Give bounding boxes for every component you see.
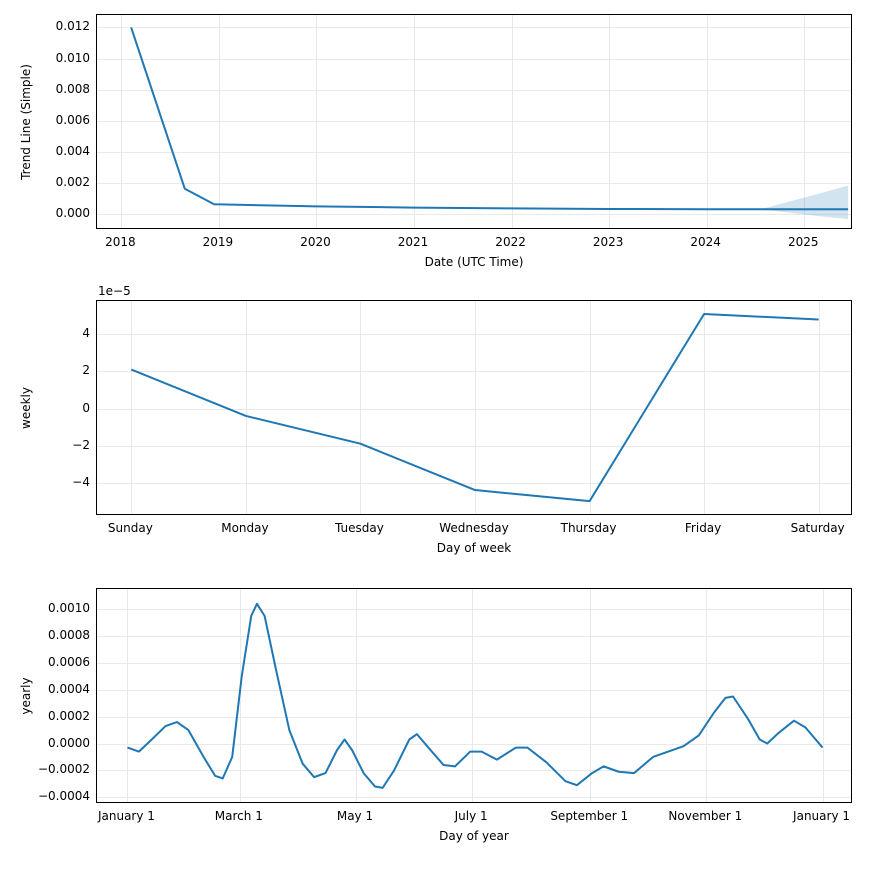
grid-line: [97, 744, 851, 745]
figure: Trend Line (Simple) Date (UTC Time) week…: [0, 0, 878, 889]
x-tick-label: 2018: [105, 235, 136, 249]
trend-xlabel: Date (UTC Time): [425, 255, 524, 269]
x-tick-label: March 1: [215, 809, 263, 823]
y-tick-label: 0.006: [56, 113, 90, 127]
y-tick-label: 0.0002: [48, 709, 90, 723]
grid-line: [97, 663, 851, 664]
grid-line: [97, 636, 851, 637]
yearly-series-line: [127, 604, 822, 788]
yearly-ylabel: yearly: [19, 677, 33, 714]
yearly-chart: [96, 588, 852, 803]
y-tick-label: 0: [82, 401, 90, 415]
x-tick-label: Saturday: [791, 521, 845, 535]
y-tick-label: 0.010: [56, 51, 90, 65]
x-tick-label: Sunday: [108, 521, 153, 535]
yearly-xlabel: Day of year: [439, 829, 509, 843]
y-tick-label: 0.002: [56, 175, 90, 189]
x-tick-label: 2023: [593, 235, 624, 249]
x-tick-label: 2019: [203, 235, 234, 249]
yearly-plot: [97, 589, 853, 804]
x-tick-label: 2025: [788, 235, 819, 249]
grid-line: [97, 609, 851, 610]
grid-line: [97, 690, 851, 691]
y-tick-label: −4: [72, 475, 90, 489]
y-tick-label: 0.000: [56, 206, 90, 220]
x-tick-label: January 1: [98, 809, 155, 823]
x-tick-label: Wednesday: [439, 521, 508, 535]
x-tick-label: Friday: [685, 521, 721, 535]
y-tick-label: −2: [72, 438, 90, 452]
x-tick-label: 2024: [690, 235, 721, 249]
weekly-xlabel: Day of week: [437, 541, 511, 555]
grid-line: [97, 152, 851, 153]
y-tick-label: 0.0010: [48, 601, 90, 615]
y-tick-label: 0.012: [56, 19, 90, 33]
grid-line: [97, 717, 851, 718]
grid-line: [97, 214, 851, 215]
grid-line: [97, 483, 851, 484]
grid-line: [97, 334, 851, 335]
x-tick-label: 2022: [495, 235, 526, 249]
y-tick-label: 0.0000: [48, 736, 90, 750]
grid-line: [97, 27, 851, 28]
x-tick-label: Monday: [221, 521, 268, 535]
grid-line: [97, 446, 851, 447]
y-tick-label: 2: [82, 363, 90, 377]
x-tick-label: 2020: [300, 235, 331, 249]
x-tick-label: November 1: [668, 809, 742, 823]
y-tick-label: 0.0006: [48, 655, 90, 669]
weekly-chart: [96, 300, 852, 515]
y-tick-label: 0.0004: [48, 682, 90, 696]
x-tick-label: July 1: [455, 809, 488, 823]
grid-line: [97, 797, 851, 798]
grid-line: [97, 770, 851, 771]
y-tick-label: −0.0002: [38, 762, 90, 776]
y-tick-label: 0.008: [56, 82, 90, 96]
grid-line: [97, 371, 851, 372]
weekly-y-offset: 1e−5: [98, 284, 131, 298]
y-tick-label: 4: [82, 326, 90, 340]
weekly-ylabel: weekly: [19, 387, 33, 429]
trend-ylabel: Trend Line (Simple): [19, 64, 33, 180]
x-tick-label: 2021: [398, 235, 429, 249]
y-tick-label: 0.004: [56, 144, 90, 158]
grid-line: [97, 121, 851, 122]
trend-chart: [96, 14, 852, 229]
y-tick-label: 0.0008: [48, 628, 90, 642]
x-tick-label: May 1: [337, 809, 373, 823]
trend-series-line: [131, 27, 848, 209]
y-tick-label: −0.0004: [38, 789, 90, 803]
grid-line: [97, 90, 851, 91]
x-tick-label: Tuesday: [335, 521, 384, 535]
x-tick-label: September 1: [550, 809, 628, 823]
grid-line: [97, 183, 851, 184]
grid-line: [97, 59, 851, 60]
grid-line: [97, 409, 851, 410]
trend-plot: [97, 15, 853, 230]
x-tick-label: January 1: [793, 809, 850, 823]
x-tick-label: Thursday: [561, 521, 617, 535]
